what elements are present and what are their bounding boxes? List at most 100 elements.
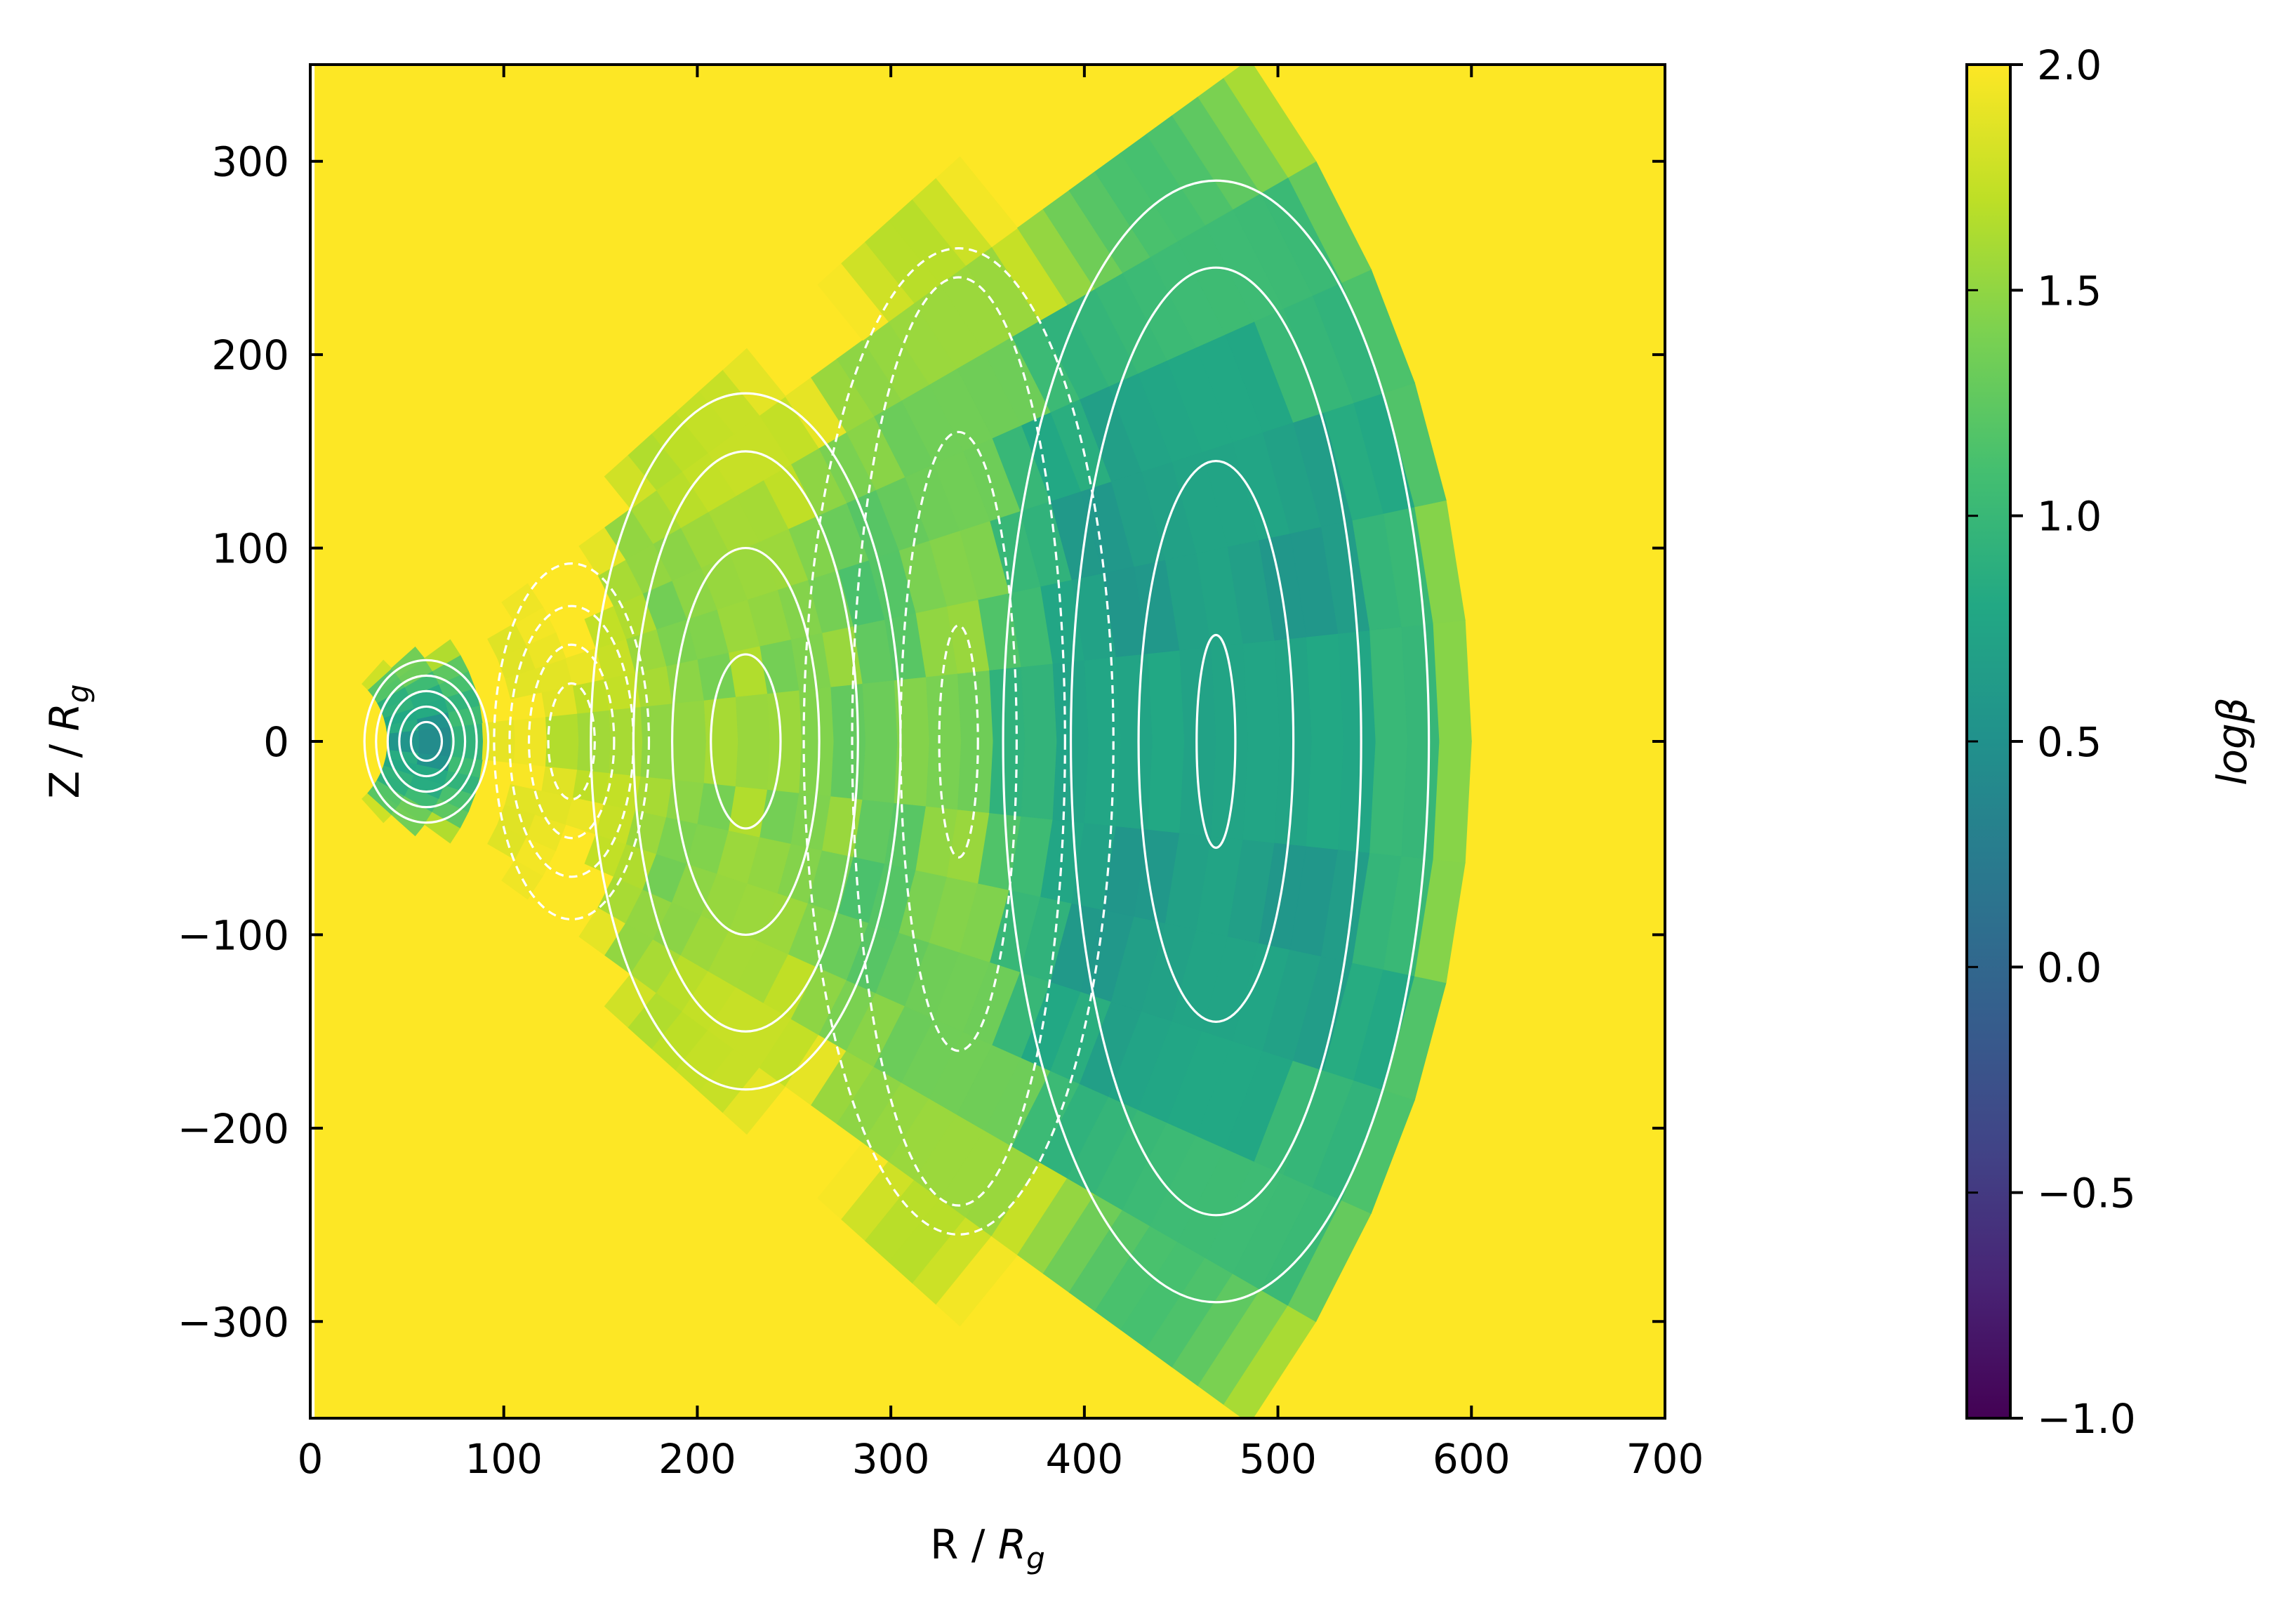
heatmap-cell	[1306, 741, 1345, 850]
heatmap-cell	[672, 741, 707, 784]
contour-negative	[493, 562, 651, 920]
heatmap-cell	[1369, 741, 1409, 857]
heatmap-plot-area: 0 100 200 300 400 500 600 700 −300 −200 −100 0 100 2…	[178, 63, 1704, 1483]
heatmap-cell	[703, 696, 739, 742]
heatmap-cell	[1084, 656, 1122, 742]
y-tick-label: −100	[178, 911, 289, 959]
heatmap-cell	[1115, 741, 1153, 830]
heatmap-cell	[703, 741, 739, 787]
contour-positive	[386, 689, 467, 793]
colorbar-tick-label: 1.5	[2037, 267, 2102, 315]
heatmap-cell	[925, 673, 962, 742]
heatmap-cell	[925, 741, 962, 810]
x-axis-ticks: 0 100 200 300 400 500 600 700	[298, 65, 1704, 1483]
colorbar-tick-label: −1.0	[2037, 1395, 2136, 1443]
heatmap-cell	[1211, 642, 1249, 742]
heatmap-cell	[1433, 741, 1472, 864]
x-tick-label: 700	[1626, 1435, 1704, 1483]
contour-positive	[1195, 633, 1237, 850]
heatmap-cell	[767, 689, 803, 742]
contour-positive	[670, 546, 821, 937]
contour-negative	[547, 682, 596, 801]
heatmap-cell	[361, 659, 392, 690]
heatmap-cell	[1021, 741, 1058, 820]
contour-negative	[851, 276, 1066, 1207]
y-axis-ticks: −300 −200 −100 0 100 200 300	[178, 138, 1665, 1346]
y-tick-label: 0	[263, 718, 289, 766]
y-tick-label: −200	[178, 1105, 289, 1153]
contour-positive	[710, 653, 782, 830]
heatmap-cell	[1211, 741, 1249, 840]
heatmap-cell	[1148, 649, 1186, 742]
colorbar-tick-label: 2.0	[2037, 41, 2102, 89]
heatmap-cell	[936, 156, 1018, 247]
heatmap-cell	[1401, 741, 1440, 860]
heatmap-cell	[424, 639, 461, 672]
contour-positive	[363, 659, 490, 824]
heatmap-cell	[640, 703, 675, 742]
contour-negative	[938, 624, 979, 859]
x-tick-label: 300	[852, 1435, 930, 1483]
heatmap-cell	[501, 583, 544, 624]
heatmap-cell	[1021, 663, 1058, 742]
colorbar: −1.0 −0.5 0.0 0.5 1.0 1.5 2.0 logβ	[1965, 41, 2256, 1443]
heatmap-cell	[1433, 619, 1472, 742]
heatmap-cell	[862, 741, 898, 803]
heatmap-cell	[1115, 653, 1153, 742]
contour-negative	[802, 247, 1115, 1236]
heatmap-cell	[735, 693, 771, 742]
heatmap-cell	[1369, 626, 1409, 742]
colorbar-tick-label: 0.5	[2037, 718, 2102, 766]
heatmap-cell	[1306, 633, 1345, 742]
heatmap-cell	[767, 741, 803, 793]
y-tick-label: 300	[211, 138, 289, 186]
contour-positive	[398, 705, 455, 778]
colorbar-label: logβ	[2208, 697, 2256, 785]
heatmap-cell	[1148, 741, 1186, 833]
heatmap-cell	[1401, 623, 1440, 742]
contour-positive	[375, 674, 478, 809]
x-axis-label: R / Rg	[930, 1521, 1045, 1575]
heatmap-cell	[513, 741, 548, 767]
colorbar-tick-label: 0.0	[2037, 944, 2102, 991]
heatmap-cell	[513, 716, 548, 742]
heatmap-cell	[577, 709, 611, 742]
colorbar-tick-label: 1.0	[2037, 493, 2102, 541]
x-tick-label: 600	[1433, 1435, 1511, 1483]
heatmap-cell	[1223, 65, 1317, 178]
x-tick-label: 100	[465, 1435, 543, 1483]
heatmap-cell	[545, 741, 580, 770]
contour-positive	[1137, 460, 1295, 1023]
contour-lines	[312, 65, 1431, 1418]
contour-negative	[899, 430, 1018, 1052]
heatmap-cell	[640, 741, 675, 780]
y-tick-label: 100	[211, 525, 289, 573]
contour-positive	[632, 450, 859, 1033]
y-tick-label: 200	[211, 331, 289, 379]
heatmap-cell	[1084, 741, 1122, 827]
colorbar-ticks: −1.0 −0.5 0.0 0.5 1.0 1.5 2.0	[1967, 41, 2136, 1443]
heatmap-cell	[957, 669, 994, 742]
heatmap-cell	[1242, 640, 1281, 742]
x-tick-label: 400	[1045, 1435, 1123, 1483]
heatmap-cell	[1242, 741, 1281, 843]
contour-negative	[527, 643, 616, 840]
x-tick-label: 200	[658, 1435, 736, 1483]
x-tick-label: 500	[1239, 1435, 1317, 1483]
heatmap-cell	[989, 741, 1026, 817]
heatmap-cell	[862, 680, 898, 742]
heatmap-cell	[635, 775, 673, 818]
colorbar-tick-label: −0.5	[2037, 1170, 2136, 1217]
heatmap-cell	[635, 665, 673, 708]
contour-positive	[1069, 266, 1362, 1217]
heatmap-cell	[830, 682, 867, 742]
heatmap-cell	[989, 666, 1026, 742]
heatmap-cell	[672, 699, 707, 742]
heatmap-cell	[735, 741, 771, 790]
x-tick-label: 0	[298, 1435, 324, 1483]
heatmap-cell	[450, 741, 484, 760]
heatmap-cell	[1338, 741, 1376, 854]
contour-positive	[409, 720, 444, 762]
y-tick-label: −300	[178, 1298, 289, 1346]
